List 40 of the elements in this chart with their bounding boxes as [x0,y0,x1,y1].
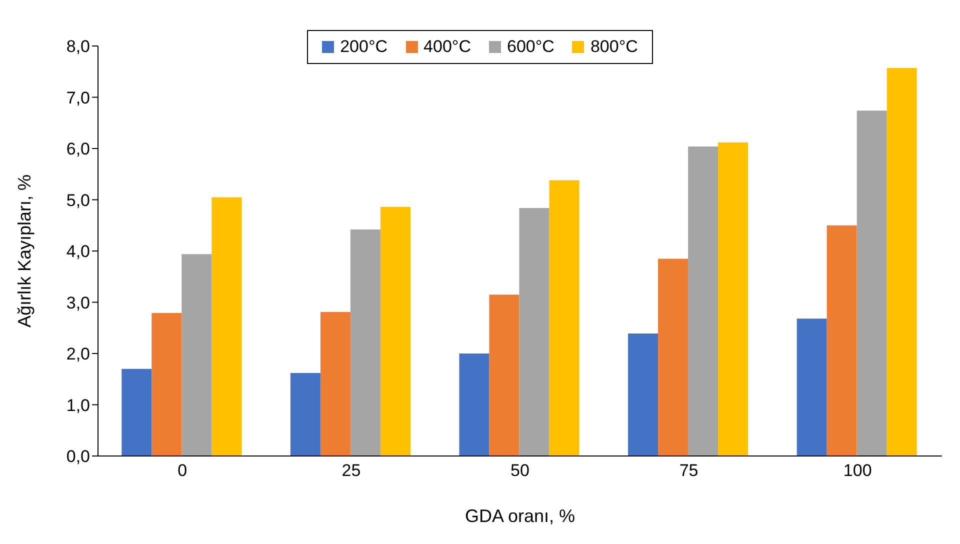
bar [122,368,152,456]
y-tick-label: 3,0 [66,293,90,312]
bar [519,208,550,456]
bar [718,142,748,456]
bar [320,312,350,456]
y-tick-label: 4,0 [66,242,90,262]
bar [489,294,520,456]
legend-label: 800°C [589,37,638,57]
bar [380,206,410,456]
bar [182,254,212,456]
bar [826,225,857,456]
bar [152,313,182,456]
bar [290,372,320,456]
y-tick-label: 6,0 [66,140,90,159]
x-tick-label: 50 [510,461,530,480]
y-tick-label: 2,0 [66,344,90,364]
bar [459,354,490,456]
x-tick-label: 25 [342,461,361,480]
y-axis-title: Ağırlık Kayıpları, % [14,174,34,328]
y-tick-label: 5,0 [66,190,90,210]
y-tick-label: 1,0 [66,396,90,415]
y-tick-label: 0,0 [66,447,90,466]
legend-label: 400°C [422,37,471,57]
y-tick-label: 7,0 [66,88,90,108]
bar [212,197,242,456]
bar [350,229,380,456]
bar [658,258,688,456]
legend-label: 200°C [339,37,388,57]
y-tick-label: 8,0 [66,37,90,56]
x-axis-title: GDA oranı, % [464,506,576,526]
legend-label: 600°C [506,37,554,57]
bar [628,334,658,456]
bar [796,318,827,456]
x-tick-label: 100 [843,461,872,480]
x-tick-label: 0 [178,461,188,480]
bar [688,146,718,456]
x-tick-label: 75 [679,461,698,480]
bar [856,110,887,456]
bar [886,68,917,456]
bar [549,180,580,456]
